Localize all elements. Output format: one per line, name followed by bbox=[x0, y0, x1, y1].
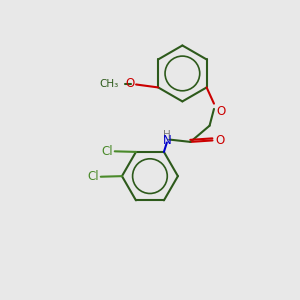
Text: H: H bbox=[163, 130, 171, 140]
Text: N: N bbox=[163, 134, 171, 147]
Text: Cl: Cl bbox=[87, 170, 99, 183]
Text: O: O bbox=[215, 134, 225, 147]
Text: O: O bbox=[125, 77, 135, 90]
Text: CH₃: CH₃ bbox=[99, 79, 119, 89]
Text: O: O bbox=[216, 105, 226, 118]
Text: Cl: Cl bbox=[101, 145, 113, 158]
